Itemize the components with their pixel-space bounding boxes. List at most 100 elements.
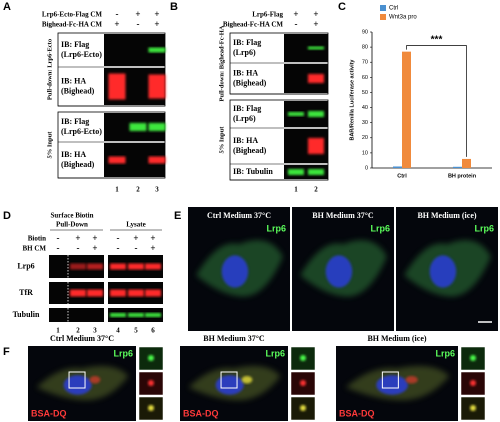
condition-sign: -	[57, 233, 60, 243]
band	[148, 74, 166, 99]
panel-letter: D	[3, 210, 11, 222]
inset-signal	[470, 405, 476, 411]
condition-sign: +	[75, 233, 80, 243]
section-label: Pull-down: Lrp6-Ecto	[46, 39, 53, 100]
blot-label: (Lrp6)	[233, 114, 256, 123]
condition-name: Biotin	[28, 235, 46, 243]
stain-label: Lrp6	[113, 348, 133, 358]
y-tick-label: 80	[362, 45, 368, 51]
condition-name: Lrp6-Ecto-Flag CM	[42, 11, 102, 19]
inset-signal	[300, 380, 306, 386]
condition-name: BH CM	[22, 245, 46, 253]
y-tick-label: 50	[362, 90, 368, 96]
lane-number: 4	[116, 327, 120, 335]
micrograph	[28, 346, 136, 421]
y-tick-label: 40	[362, 105, 368, 111]
condition-sign: -	[295, 19, 298, 29]
section-label: 5% Input	[218, 126, 225, 154]
condition-name: Bighead-Fc-HA CM	[42, 21, 102, 29]
image-title: Ctrl Medium 37°C	[207, 211, 271, 220]
band	[145, 313, 161, 317]
lane-number: 2	[314, 186, 318, 194]
condition-sign: +	[154, 19, 159, 29]
condition-sign: +	[313, 9, 318, 19]
lane-number: 1	[294, 186, 298, 194]
stain-label: Lrp6	[474, 223, 494, 233]
blot-label: IB: HA	[61, 150, 86, 159]
band	[87, 263, 103, 270]
lane-number: 2	[136, 186, 140, 194]
band	[148, 123, 166, 131]
inset-signal	[470, 355, 476, 361]
y-tick-label: 90	[362, 29, 368, 35]
condition-sign: -	[77, 243, 80, 253]
blot-label: (Bighead)	[61, 160, 95, 169]
band	[128, 263, 144, 270]
stain-label: Lrp6	[265, 348, 285, 358]
blot-label: IB: HA	[61, 76, 86, 85]
nucleus	[376, 375, 408, 395]
condition-sign: +	[92, 233, 97, 243]
condition-sign: +	[150, 243, 155, 253]
blot-label: IB: Flag	[61, 40, 89, 49]
stain-label: BSA-DQ	[31, 408, 67, 418]
band	[308, 111, 324, 117]
micrograph	[292, 207, 394, 331]
blot-label: (Bighead)	[233, 78, 267, 87]
lane-number: 5	[134, 327, 138, 335]
band	[110, 263, 126, 270]
inset-signal	[300, 355, 306, 361]
band	[87, 289, 103, 297]
blot-label: (Lrp6)	[233, 48, 256, 57]
panel-letter: B	[170, 1, 178, 13]
roi-box	[381, 371, 399, 389]
band	[145, 263, 161, 270]
blot-label: IB: Flag	[233, 38, 261, 47]
band	[70, 263, 86, 270]
blot-label: (Lrp6-Ecto)	[61, 50, 102, 59]
panel-letter: C	[338, 1, 346, 13]
condition-sign: -	[116, 9, 119, 19]
blot-label: IB: Flag	[233, 104, 261, 113]
stain-label: Lrp6	[266, 223, 286, 233]
image-title: BH Medium 37°C	[312, 211, 374, 220]
band	[288, 112, 304, 116]
stain-label: Lrp6	[370, 223, 390, 233]
blot	[49, 308, 104, 322]
blot-label: Tubulin	[13, 310, 40, 319]
group-label: Pull-Down	[56, 221, 88, 229]
signal	[89, 376, 101, 384]
blot-label: (Bighead)	[233, 146, 267, 155]
band	[308, 74, 324, 83]
condition-sign: -	[135, 243, 138, 253]
band	[148, 47, 166, 53]
micrograph	[336, 346, 458, 421]
y-tick-label: 20	[362, 135, 368, 141]
band	[288, 169, 304, 175]
lane-number: 1	[115, 186, 119, 194]
blot-label: IB: HA	[233, 68, 258, 77]
condition-sign: +	[92, 243, 97, 253]
blot-label: IB: HA	[233, 136, 258, 145]
signal	[241, 376, 253, 384]
y-tick-label: 60	[362, 75, 368, 81]
stain-label: BSA-DQ	[339, 408, 375, 418]
condition-sign: +	[133, 233, 138, 243]
band	[128, 289, 144, 297]
stain-label: BSA-DQ	[183, 408, 219, 418]
condition-sign: +	[293, 9, 298, 19]
nucleus	[63, 375, 92, 395]
condition-sign: +	[154, 9, 159, 19]
band	[70, 289, 86, 297]
bar	[462, 158, 471, 168]
band	[145, 289, 161, 297]
band	[110, 313, 126, 317]
blot	[284, 165, 328, 179]
significance-label: ***	[431, 34, 443, 45]
blot-label: IB: Flag	[61, 117, 89, 126]
legend-label: Wnt3a pro	[389, 15, 417, 21]
blot-label: (Bighead)	[61, 86, 95, 95]
y-tick-label: 0	[365, 165, 368, 171]
condition-sign: +	[313, 19, 318, 29]
group-label: Lysate	[126, 221, 145, 229]
